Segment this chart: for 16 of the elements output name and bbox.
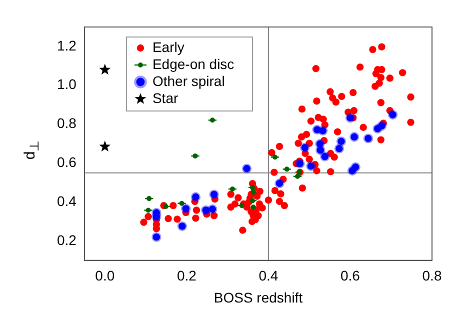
x-tick-label: 0.2 [176, 268, 197, 284]
x-axis-title: BOSS redshift [214, 289, 303, 306]
x-tick-label: 0.0 [95, 268, 115, 284]
y-tick-label: 1.0 [56, 76, 77, 92]
y-tick-label: 0.6 [56, 154, 77, 170]
y-tick-label: 0.8 [56, 115, 77, 132]
y-tick-label: 0.2 [56, 232, 77, 248]
legend-label: Star [152, 90, 178, 106]
x-tick-label: 0.4 [258, 268, 278, 284]
y-tick-label: 0.4 [56, 192, 77, 209]
x-tick-label: 0.8 [422, 268, 442, 284]
legend-label: Edge-on disc [152, 56, 234, 72]
x-tick-label: 0.6 [340, 268, 360, 284]
legend-label: Other spiral [152, 72, 225, 89]
y-tick-label: 1.2 [56, 37, 77, 54]
legend-label: Early [152, 38, 184, 55]
